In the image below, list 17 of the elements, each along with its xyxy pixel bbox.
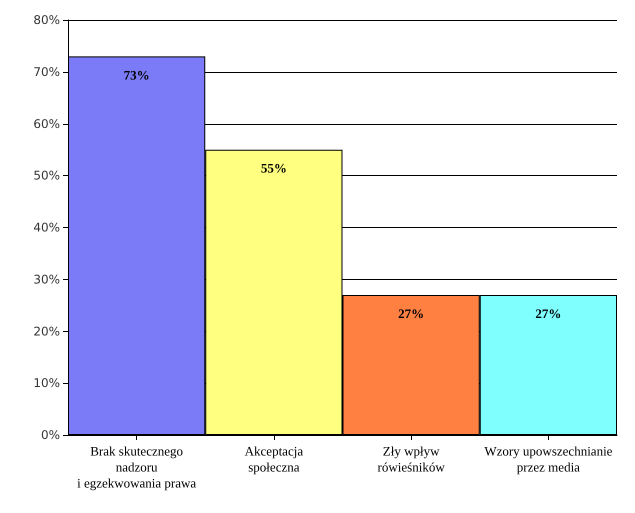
x-tick-label: Zły wpływ rówieśników	[378, 444, 446, 474]
y-tick-label: 0%	[40, 428, 60, 442]
y-tick-label: 10%	[33, 376, 60, 390]
y-tick-label: 60%	[33, 116, 60, 131]
data-label: 27%	[535, 306, 562, 321]
y-tick-label: 40%	[33, 220, 60, 234]
data-label: 27%	[398, 306, 424, 321]
y-tick-label: 30%	[33, 272, 60, 286]
data-label: 73%	[124, 67, 150, 82]
data-label: 55%	[260, 160, 287, 176]
x-tick-label: Wzory upowszechnianie przez media	[484, 444, 613, 474]
y-tick-label: 20%	[33, 324, 60, 338]
y-tick-label: 80%	[33, 13, 60, 27]
y-tick-label: 70%	[33, 64, 60, 79]
y-tick-label: 50%	[33, 168, 60, 183]
x-tick-label: Brak skutecznego nadzoru i egzekwowania prawa	[77, 444, 196, 490]
x-tick-label: Akceptacja społeczna	[244, 444, 304, 474]
